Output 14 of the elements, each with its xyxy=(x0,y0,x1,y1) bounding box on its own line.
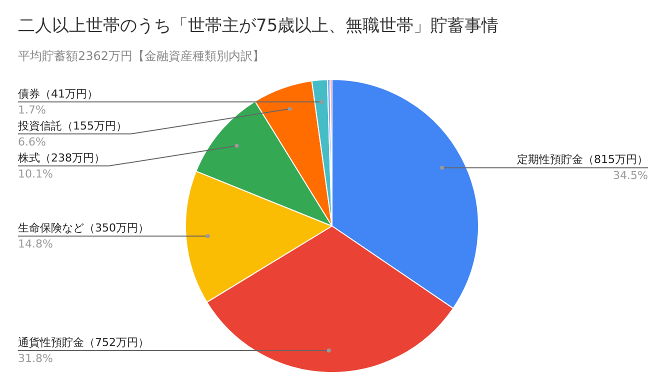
data-label: 34.5% xyxy=(613,169,648,182)
data-label: 1.7% xyxy=(18,103,46,116)
slice-label: 投資信託（155万円） xyxy=(17,119,127,132)
chart-title: 二人以上世帯のうち「世帯主が75歳以上、無職世帯」貯蓄事情 xyxy=(18,15,499,37)
slice-label: 定期性預貯金（815万円） xyxy=(517,153,648,166)
data-label: 14.8% xyxy=(18,238,53,251)
slice-label: 債券（41万円） xyxy=(18,87,98,100)
data-label: 6.6% xyxy=(18,135,46,148)
slice-label: 通貨性預貯金（752万円） xyxy=(18,336,149,349)
data-label: 31.8% xyxy=(18,352,53,365)
chart-subtitle: 平均貯蓄額2362万円【金融資産種類別内訳】 xyxy=(18,48,265,65)
slice-label: 株式（238万円） xyxy=(17,151,105,164)
slice-label: 生命保険など（350万円） xyxy=(18,222,149,235)
data-label: 10.1% xyxy=(18,167,53,180)
